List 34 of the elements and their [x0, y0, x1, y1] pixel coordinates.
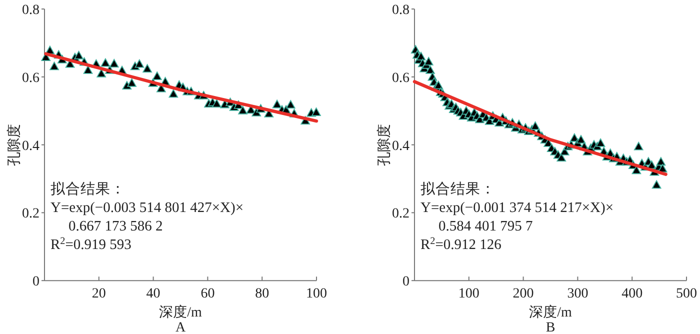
- x-tick-label: 80: [255, 286, 270, 302]
- y-tick-label: 0.8: [22, 3, 40, 18]
- y-tick-label: 0.6: [392, 70, 410, 86]
- text: A: [175, 320, 186, 334]
- x-tick-label: 100: [306, 286, 327, 302]
- annotation: R$^{2}$=0.912 126: [420, 236, 502, 254]
- annotation: 拟合结果：: [50, 180, 126, 198]
- x-tick-label: 100: [458, 286, 480, 302]
- annotation: 拟合结果：: [420, 180, 496, 198]
- y-tick-label: 0.4: [22, 138, 40, 154]
- x-tick-label: 300: [567, 286, 588, 302]
- x-axis-title: 深度/m: [159, 304, 202, 321]
- x-tick-label: 20: [92, 286, 106, 302]
- y-tick-label: 0.6: [22, 70, 40, 86]
- y-tick-label: 0.2: [22, 206, 40, 222]
- annotation: 0.584 401 795 7: [438, 218, 533, 235]
- y-tick-label: 0: [402, 274, 410, 290]
- y-tick-label: 0.2: [392, 206, 410, 222]
- text: B: [546, 320, 556, 334]
- y-tick-label: 0: [32, 274, 40, 290]
- annotation: Y=exp(−0.003 514 801 427×X)×: [50, 200, 244, 216]
- x-tick-label: 400: [622, 286, 643, 302]
- x-axis-title: 深度/m: [529, 304, 572, 321]
- x-tick-label: 200: [512, 286, 534, 302]
- annotation: R$^{2}$=0.919 593: [50, 236, 132, 254]
- x-tick-label: 60: [200, 286, 215, 302]
- x-tick-label: 40: [146, 286, 160, 302]
- y-tick-label: 0.8: [392, 3, 410, 18]
- annotation: 0.667 173 586 2: [68, 218, 163, 235]
- annotation: Y=exp(−0.001 374 514 217×X)×: [420, 200, 614, 216]
- y-tick-label: 0.4: [392, 138, 410, 154]
- x-tick-label: 500: [676, 286, 697, 302]
- y-axis-title: 孔隙度: [6, 124, 22, 166]
- y-axis-title: 孔隙度: [376, 124, 392, 166]
